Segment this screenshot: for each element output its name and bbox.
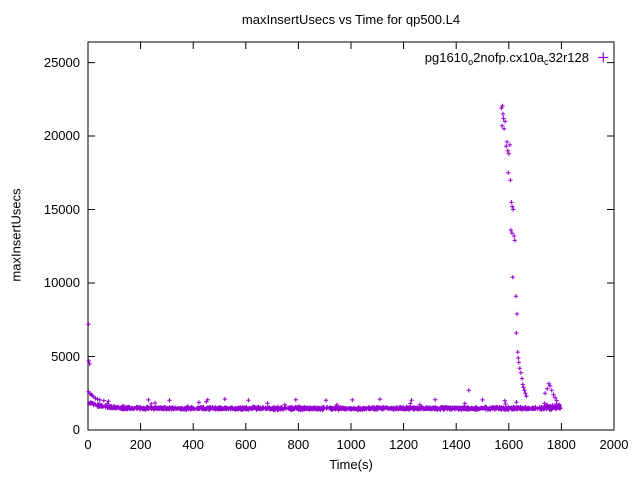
x-tick-label: 200 [129, 437, 152, 452]
x-tick-label: 1200 [389, 437, 419, 452]
x-tick-label: 600 [234, 437, 257, 452]
x-tick-label: 1400 [441, 437, 471, 452]
y-tick-label: 10000 [43, 275, 80, 291]
x-tick-label: 1000 [336, 437, 366, 452]
tick-marks [87, 42, 615, 431]
x-tick-label: 2000 [599, 437, 629, 452]
data-points [86, 103, 563, 413]
y-tick-label: 20000 [43, 128, 80, 144]
x-tick-label: 400 [182, 437, 205, 452]
x-axis-label: Time(s) [329, 457, 373, 472]
y-tick-label: 5000 [51, 348, 80, 364]
plus-marker-icon [598, 52, 609, 63]
legend-label: pg1610o2nofp.cx10ac32r128 [424, 50, 589, 67]
y-tick-label: 15000 [43, 201, 80, 217]
axes-frame [87, 41, 615, 431]
x-tick-label: 0 [84, 437, 92, 452]
legend: pg1610o2nofp.cx10ac32r128 [424, 50, 614, 67]
y-tick-label: 25000 [43, 54, 80, 70]
chart-title: maxInsertUsecs vs Time for qp500.L4 [241, 12, 461, 27]
x-tick-label: 1800 [546, 437, 576, 452]
y-tick-label: 0 [72, 422, 80, 437]
x-tick-label: 1600 [494, 437, 524, 452]
x-tick-label: 800 [287, 437, 310, 452]
